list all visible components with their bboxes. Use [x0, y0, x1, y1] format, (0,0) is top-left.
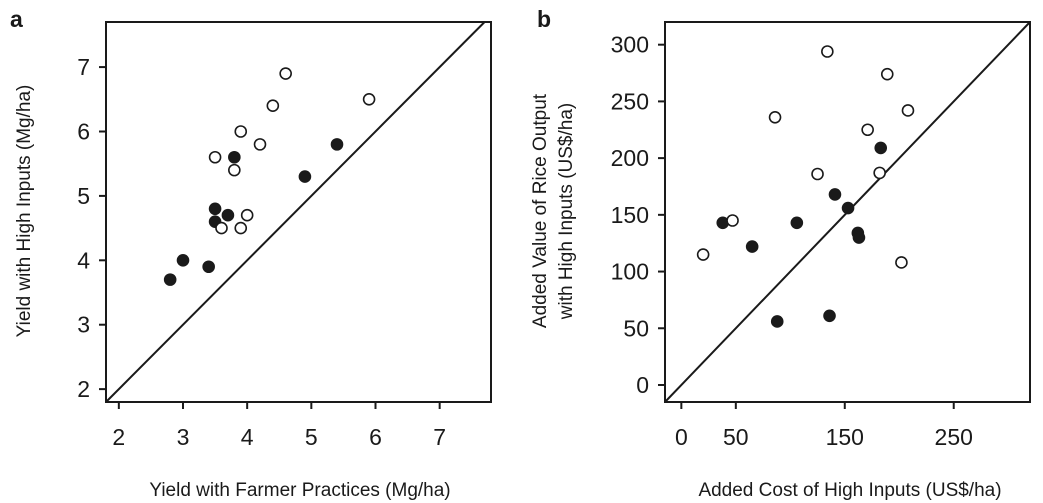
- panel-a: a Yield with Farmer Practices (Mg/ha) Yi…: [10, 6, 492, 501]
- panel-a-one-to-one-line: [105, 21, 486, 403]
- panel-a-x-axis-title: Yield with Farmer Practices (Mg/ha): [149, 480, 450, 501]
- panel-b-y-tick-label: 300: [611, 32, 649, 58]
- panel-b-point-filled: [770, 315, 784, 328]
- panel-b-point-filled: [874, 141, 888, 155]
- panel-a-letter: a: [10, 6, 23, 32]
- panel-a-y-tick-label: 5: [77, 183, 90, 209]
- panel-a-point-filled: [221, 208, 235, 222]
- panel-a-x-tick-label: 2: [112, 424, 125, 450]
- panel-a-point-open: [234, 221, 248, 235]
- panel-b: b Added Cost of High Inputs (US$/ha) Add…: [530, 6, 1031, 501]
- panel-a-point-open: [228, 163, 241, 177]
- panel-b-point-filled: [828, 188, 842, 201]
- panel-a-x-tick-label: 5: [305, 424, 318, 450]
- panel-b-y-tick-label: 50: [623, 315, 649, 341]
- panel-b-y-axis-title-line-1: Added Value of Rice Output: [530, 93, 551, 328]
- panel-a-point-filled: [202, 260, 215, 274]
- panel-a-point-filled: [298, 170, 312, 183]
- panel-a-y-tick-label: 4: [77, 247, 90, 273]
- panel-b-x-tick-label: 250: [935, 424, 973, 450]
- panel-b-y-axis-title-line-2: with High Inputs (US$/ha): [556, 103, 577, 321]
- panel-a-point-open: [362, 92, 376, 106]
- panel-b-y-tick-label: 150: [611, 202, 649, 228]
- panel-a-y-tick-label: 7: [77, 54, 90, 80]
- panel-a-y-axis-title: Yield with High Inputs (Mg/ha): [14, 85, 35, 338]
- panel-b-point-filled: [841, 201, 855, 215]
- panel-a-point-open: [208, 150, 222, 164]
- panel-a-point-open: [279, 67, 292, 80]
- panel-b-y-tick-label: 200: [611, 145, 649, 171]
- panel-b-point-open: [726, 214, 739, 227]
- panel-a-point-open: [240, 208, 254, 222]
- panel-b-letter: b: [537, 6, 551, 32]
- panel-b-x-axis-title: Added Cost of High Inputs (US$/ha): [698, 480, 1001, 501]
- panel-a-plot-frame: [105, 21, 492, 403]
- panel-a-y-tick-label: 3: [77, 312, 90, 338]
- panel-b-point-filled: [823, 309, 836, 323]
- panel-b-x-tick-label: 150: [826, 424, 864, 450]
- panel-b-point-open: [768, 110, 782, 124]
- panel-a-x-tick-label: 6: [369, 424, 382, 450]
- panel-b-point-open: [861, 123, 874, 137]
- panel-b-y-tick-label: 100: [611, 259, 649, 285]
- panel-b-point-filled: [745, 240, 759, 253]
- panel-b-point-open: [880, 67, 894, 81]
- panel-a-x-tick-label: 3: [177, 424, 190, 450]
- panel-b-point-open: [895, 256, 908, 269]
- panel-b-x-tick-label: 0: [675, 424, 688, 450]
- panel-a-point-filled: [330, 138, 344, 151]
- panel-a-point-filled: [176, 254, 190, 267]
- panel-a-point-open: [234, 125, 248, 138]
- panel-b-point-filled: [790, 216, 804, 230]
- panel-a-point-open: [215, 221, 228, 235]
- panel-b-y-tick-label: 0: [636, 372, 649, 398]
- panel-b-plot-frame: [664, 21, 1031, 403]
- panel-a-point-open: [253, 138, 267, 151]
- panel-a-x-tick-label: 4: [241, 424, 254, 450]
- panel-a-y-tick-label: 2: [77, 376, 90, 402]
- panel-b-point-open: [901, 104, 915, 117]
- panel-a-y-tick-label: 6: [77, 118, 90, 144]
- panel-b-point-open: [811, 167, 824, 181]
- panel-b-point-open: [821, 45, 834, 58]
- panel-b-point-open: [696, 248, 710, 261]
- panel-b-point-open: [873, 166, 886, 180]
- panel-a-point-filled: [228, 150, 241, 164]
- panel-b-point-filled: [852, 231, 866, 244]
- panel-a-x-tick-label: 7: [433, 424, 446, 450]
- panel-a-point-filled: [208, 202, 222, 216]
- panel-a-point-open: [266, 99, 280, 113]
- panel-a-point-filled: [163, 273, 177, 286]
- panel-b-y-tick-label: 250: [611, 88, 649, 114]
- panel-b-x-tick-label: 50: [723, 424, 749, 450]
